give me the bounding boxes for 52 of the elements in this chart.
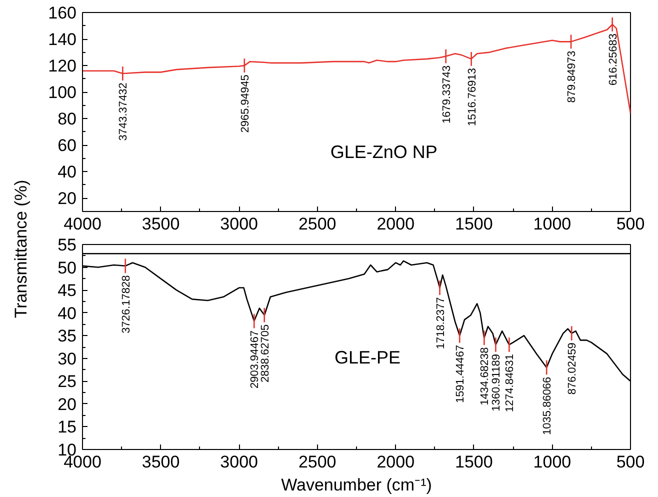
text: GLE-PE bbox=[334, 347, 400, 368]
annotation: 616.25683 bbox=[607, 33, 620, 86]
x-tick-label: 3500 bbox=[142, 214, 180, 234]
x-tick-label: 1500 bbox=[455, 452, 493, 472]
y-tick-label: 55 bbox=[58, 236, 77, 254]
y-tick-label: 30 bbox=[58, 349, 77, 368]
y-tick-label: 45 bbox=[58, 281, 77, 300]
y-tick-label: 120 bbox=[48, 56, 77, 76]
annotation: 3743.37432 bbox=[118, 82, 130, 141]
annotation: 1035.86066 bbox=[542, 376, 554, 435]
y-tick-label: 40 bbox=[58, 304, 77, 323]
x-tick-label: 2500 bbox=[298, 214, 336, 234]
y-axis-title: Transmittance (%) bbox=[11, 180, 30, 318]
x-tick-label: 3000 bbox=[220, 452, 258, 472]
y-tick-label: 20 bbox=[58, 189, 77, 208]
annotation: 1591.44467 bbox=[454, 344, 467, 404]
x-tick-label: 2000 bbox=[376, 214, 415, 234]
x-tick-label: 1000 bbox=[533, 214, 572, 234]
text: GLE-ZnO NP bbox=[330, 142, 438, 162]
y-tick-label: 140 bbox=[48, 30, 77, 50]
y-tick-label: 35 bbox=[58, 326, 77, 346]
annotation: 3726.17828 bbox=[120, 275, 132, 334]
x-tick-label: 1000 bbox=[533, 452, 572, 472]
x-tick-label: 4000 bbox=[64, 214, 102, 234]
x-tick-label: 3500 bbox=[142, 452, 180, 472]
annotation: 1274.84631 bbox=[504, 354, 516, 412]
x-tick-label: 3000 bbox=[220, 214, 258, 234]
x-axis-title: Wavenumber (cm⁻¹) bbox=[281, 476, 432, 494]
annotation: 2965.94945 bbox=[239, 74, 252, 133]
y-tick-label: 50 bbox=[58, 258, 77, 278]
y-tick-label: 20 bbox=[58, 394, 77, 414]
x-tick-label: 500 bbox=[616, 214, 645, 234]
x-tick-label: 2500 bbox=[298, 452, 336, 472]
y-tick-label: 60 bbox=[58, 136, 77, 156]
annotation: 2903.94467 bbox=[249, 330, 262, 388]
annotation: 879.84973 bbox=[566, 50, 578, 103]
y-tick-label: 25 bbox=[58, 372, 77, 392]
annotation: 1360.91189 bbox=[490, 354, 503, 412]
annotation: 1516.76913 bbox=[466, 68, 478, 126]
x-tick-label: 1500 bbox=[455, 214, 493, 234]
x-tick-label: 2000 bbox=[376, 452, 415, 472]
annotation: 1434.68238 bbox=[479, 347, 492, 406]
annotation: 1718.2377 bbox=[434, 297, 447, 350]
y-tick-label: 80 bbox=[58, 110, 77, 129]
y-tick-label: 40 bbox=[58, 162, 77, 182]
y-tick-label: 15 bbox=[58, 418, 77, 437]
x-tick-label: 500 bbox=[616, 452, 645, 472]
y-tick-label: 160 bbox=[48, 4, 77, 22]
annotation: 1679.33743 bbox=[440, 65, 453, 124]
annotation: 2838.62705 bbox=[259, 324, 272, 383]
annotation: 876.02459 bbox=[566, 342, 579, 395]
y-tick-label: 100 bbox=[48, 83, 77, 102]
